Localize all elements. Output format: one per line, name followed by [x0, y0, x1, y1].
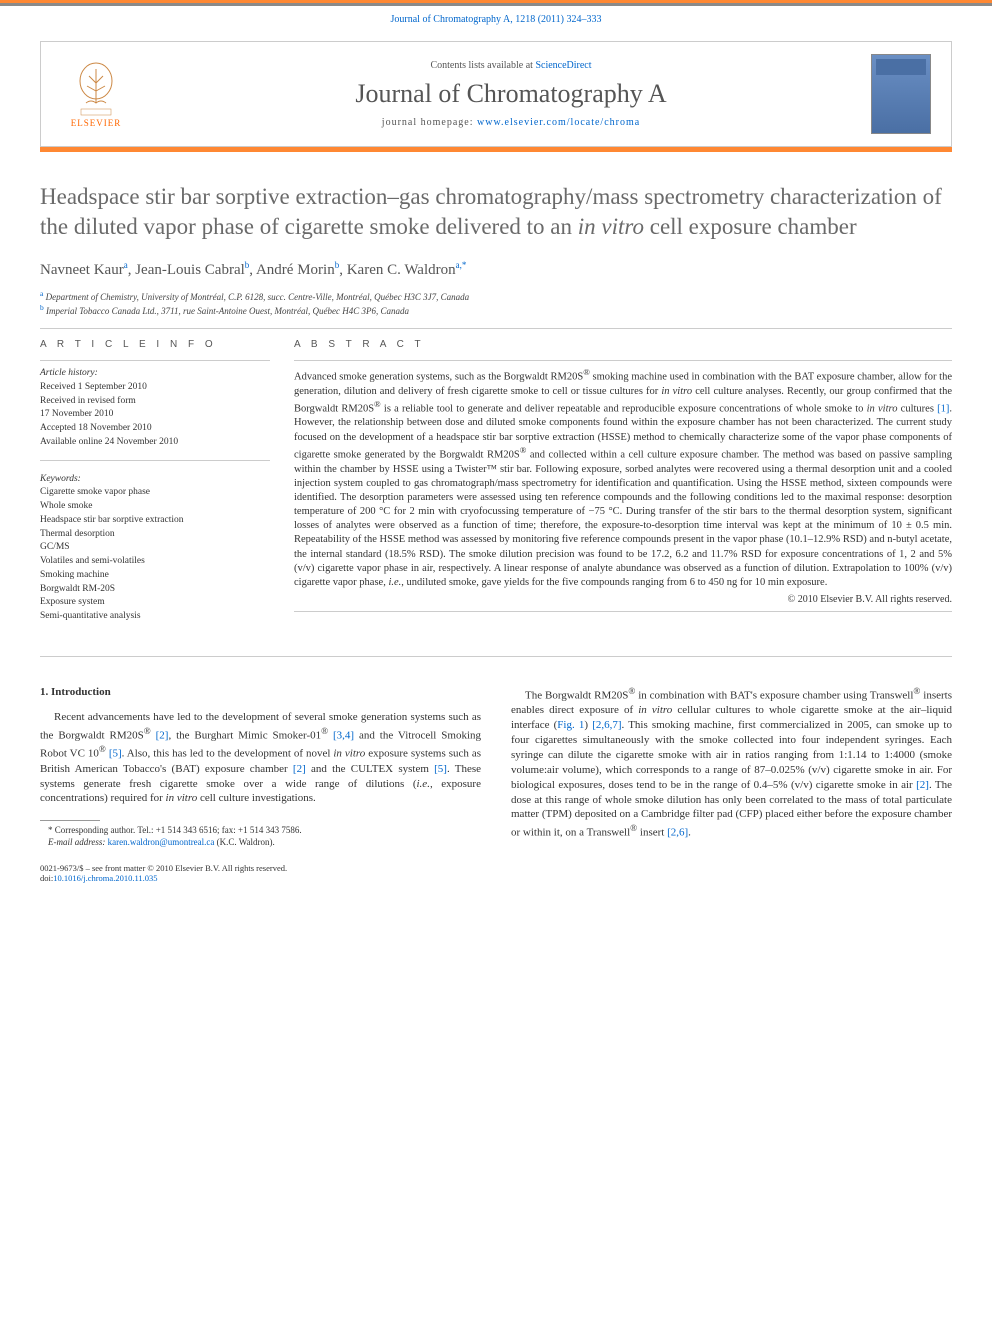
elsevier-tree-icon	[71, 61, 121, 116]
divider-2	[40, 656, 952, 657]
keywords-label: Keywords:	[40, 474, 81, 484]
email-suffix: (K.C. Waldron).	[217, 837, 275, 847]
homepage-line: journal homepage: www.elsevier.com/locat…	[151, 117, 871, 128]
keyword-0: Cigarette smoke vapor phase	[40, 487, 150, 497]
intro-paragraph-2: The Borgwaldt RM20S® in combination with…	[511, 685, 952, 841]
orange-divider	[40, 147, 952, 152]
citation-line: Journal of Chromatography A, 1218 (2011)…	[0, 6, 992, 33]
abstract-heading: A B S T R A C T	[294, 339, 952, 350]
info-abstract-row: A R T I C L E I N F O Article history: R…	[40, 339, 952, 646]
info-divider-1	[40, 360, 270, 361]
keyword-1: Whole smoke	[40, 501, 93, 511]
sciencedirect-link[interactable]: ScienceDirect	[535, 60, 591, 71]
author-list: Navneet Kaura, Jean-Louis Cabralb, André…	[40, 260, 952, 279]
publisher-name: ELSEVIER	[71, 118, 122, 128]
history-line-2: 17 November 2010	[40, 409, 113, 419]
article-history-block: Article history: Received 1 September 20…	[40, 367, 270, 461]
journal-title: Journal of Chromatography A	[151, 79, 871, 109]
abstract-text: Advanced smoke generation systems, such …	[294, 367, 952, 590]
homepage-link[interactable]: www.elsevier.com/locate/chroma	[477, 117, 640, 128]
title-post: cell exposure chamber	[644, 214, 857, 239]
affiliation-a: a Department of Chemistry, University of…	[40, 289, 952, 304]
keyword-8: Exposure system	[40, 597, 105, 607]
journal-center: Contents lists available at ScienceDirec…	[151, 60, 871, 128]
history-line-0: Received 1 September 2010	[40, 382, 147, 392]
journal-cover-thumb	[871, 54, 931, 134]
abstract-column: A B S T R A C T Advanced smoke generatio…	[294, 339, 952, 646]
affiliations: a Department of Chemistry, University of…	[40, 289, 952, 318]
doi-label: doi:	[40, 873, 53, 883]
article-info-column: A R T I C L E I N F O Article history: R…	[40, 339, 270, 646]
keyword-7: Borgwaldt RM-20S	[40, 584, 115, 594]
article-info-heading: A R T I C L E I N F O	[40, 339, 270, 350]
body-two-column: 1. Introduction Recent advancements have…	[40, 685, 952, 849]
body-left-column: 1. Introduction Recent advancements have…	[40, 685, 481, 849]
abstract-bottom-divider	[294, 611, 952, 612]
contents-prefix: Contents lists available at	[430, 60, 535, 71]
email-note: E-mail address: karen.waldron@umontreal.…	[40, 837, 481, 849]
issn-line: 0021-9673/$ – see front matter © 2010 El…	[40, 863, 952, 873]
keyword-4: GC/MS	[40, 542, 70, 552]
contents-available-line: Contents lists available at ScienceDirec…	[151, 60, 871, 71]
email-label: E-mail address:	[48, 837, 105, 847]
abstract-copyright: © 2010 Elsevier B.V. All rights reserved…	[294, 594, 952, 605]
corresponding-author-note: * Corresponding author. Tel.: +1 514 343…	[40, 825, 481, 837]
history-line-4: Available online 24 November 2010	[40, 437, 178, 447]
history-label: Article history:	[40, 368, 98, 378]
intro-heading: 1. Introduction	[40, 685, 481, 700]
history-line-1: Received in revised form	[40, 396, 136, 406]
intro-paragraph-1: Recent advancements have led to the deve…	[40, 710, 481, 806]
history-line-3: Accepted 18 November 2010	[40, 423, 152, 433]
journal-header-box: ELSEVIER Contents lists available at Sci…	[40, 41, 952, 147]
keyword-2: Headspace stir bar sorptive extraction	[40, 515, 184, 525]
keyword-9: Semi-quantitative analysis	[40, 611, 141, 621]
affiliation-b: b Imperial Tobacco Canada Ltd., 3711, ru…	[40, 303, 952, 318]
page-footer: 0021-9673/$ – see front matter © 2010 El…	[40, 863, 952, 883]
footnote-separator	[40, 820, 100, 821]
abstract-divider	[294, 360, 952, 361]
doi-line: doi:10.1016/j.chroma.2010.11.035	[40, 873, 952, 883]
publisher-logo: ELSEVIER	[61, 54, 131, 134]
email-link[interactable]: karen.waldron@umontreal.ca	[108, 837, 215, 847]
keyword-6: Smoking machine	[40, 570, 109, 580]
body-right-column: The Borgwaldt RM20S® in combination with…	[511, 685, 952, 849]
article-title: Headspace stir bar sorptive extraction–g…	[40, 182, 952, 242]
divider-1	[40, 328, 952, 329]
keywords-block: Keywords: Cigarette smoke vapor phase Wh…	[40, 473, 270, 634]
homepage-prefix: journal homepage:	[382, 117, 477, 128]
keyword-3: Thermal desorption	[40, 529, 115, 539]
title-italic: in vitro	[578, 214, 644, 239]
doi-link[interactable]: 10.1016/j.chroma.2010.11.035	[53, 873, 157, 883]
keyword-5: Volatiles and semi-volatiles	[40, 556, 145, 566]
